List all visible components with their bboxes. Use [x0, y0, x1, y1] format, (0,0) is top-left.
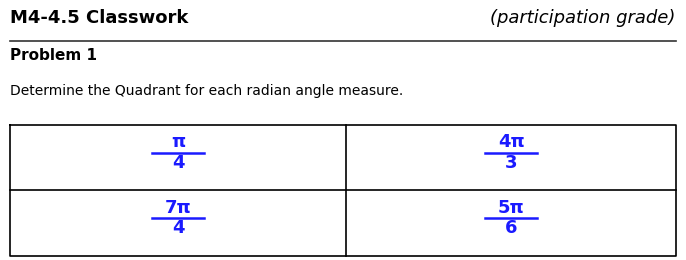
Text: 5π: 5π: [498, 199, 525, 217]
Text: (participation grade): (participation grade): [490, 9, 676, 27]
Text: Determine the Quadrant for each radian angle measure.: Determine the Quadrant for each radian a…: [10, 84, 403, 98]
Text: 4: 4: [172, 219, 185, 237]
Text: π: π: [172, 133, 185, 151]
Text: 3: 3: [505, 154, 517, 172]
Text: 4π: 4π: [498, 133, 525, 151]
Text: M4-4.5 Classwork: M4-4.5 Classwork: [10, 9, 189, 27]
Text: Problem 1: Problem 1: [10, 48, 97, 63]
Text: 6: 6: [505, 219, 517, 237]
Text: 7π: 7π: [165, 199, 191, 217]
Text: 4: 4: [172, 154, 185, 172]
